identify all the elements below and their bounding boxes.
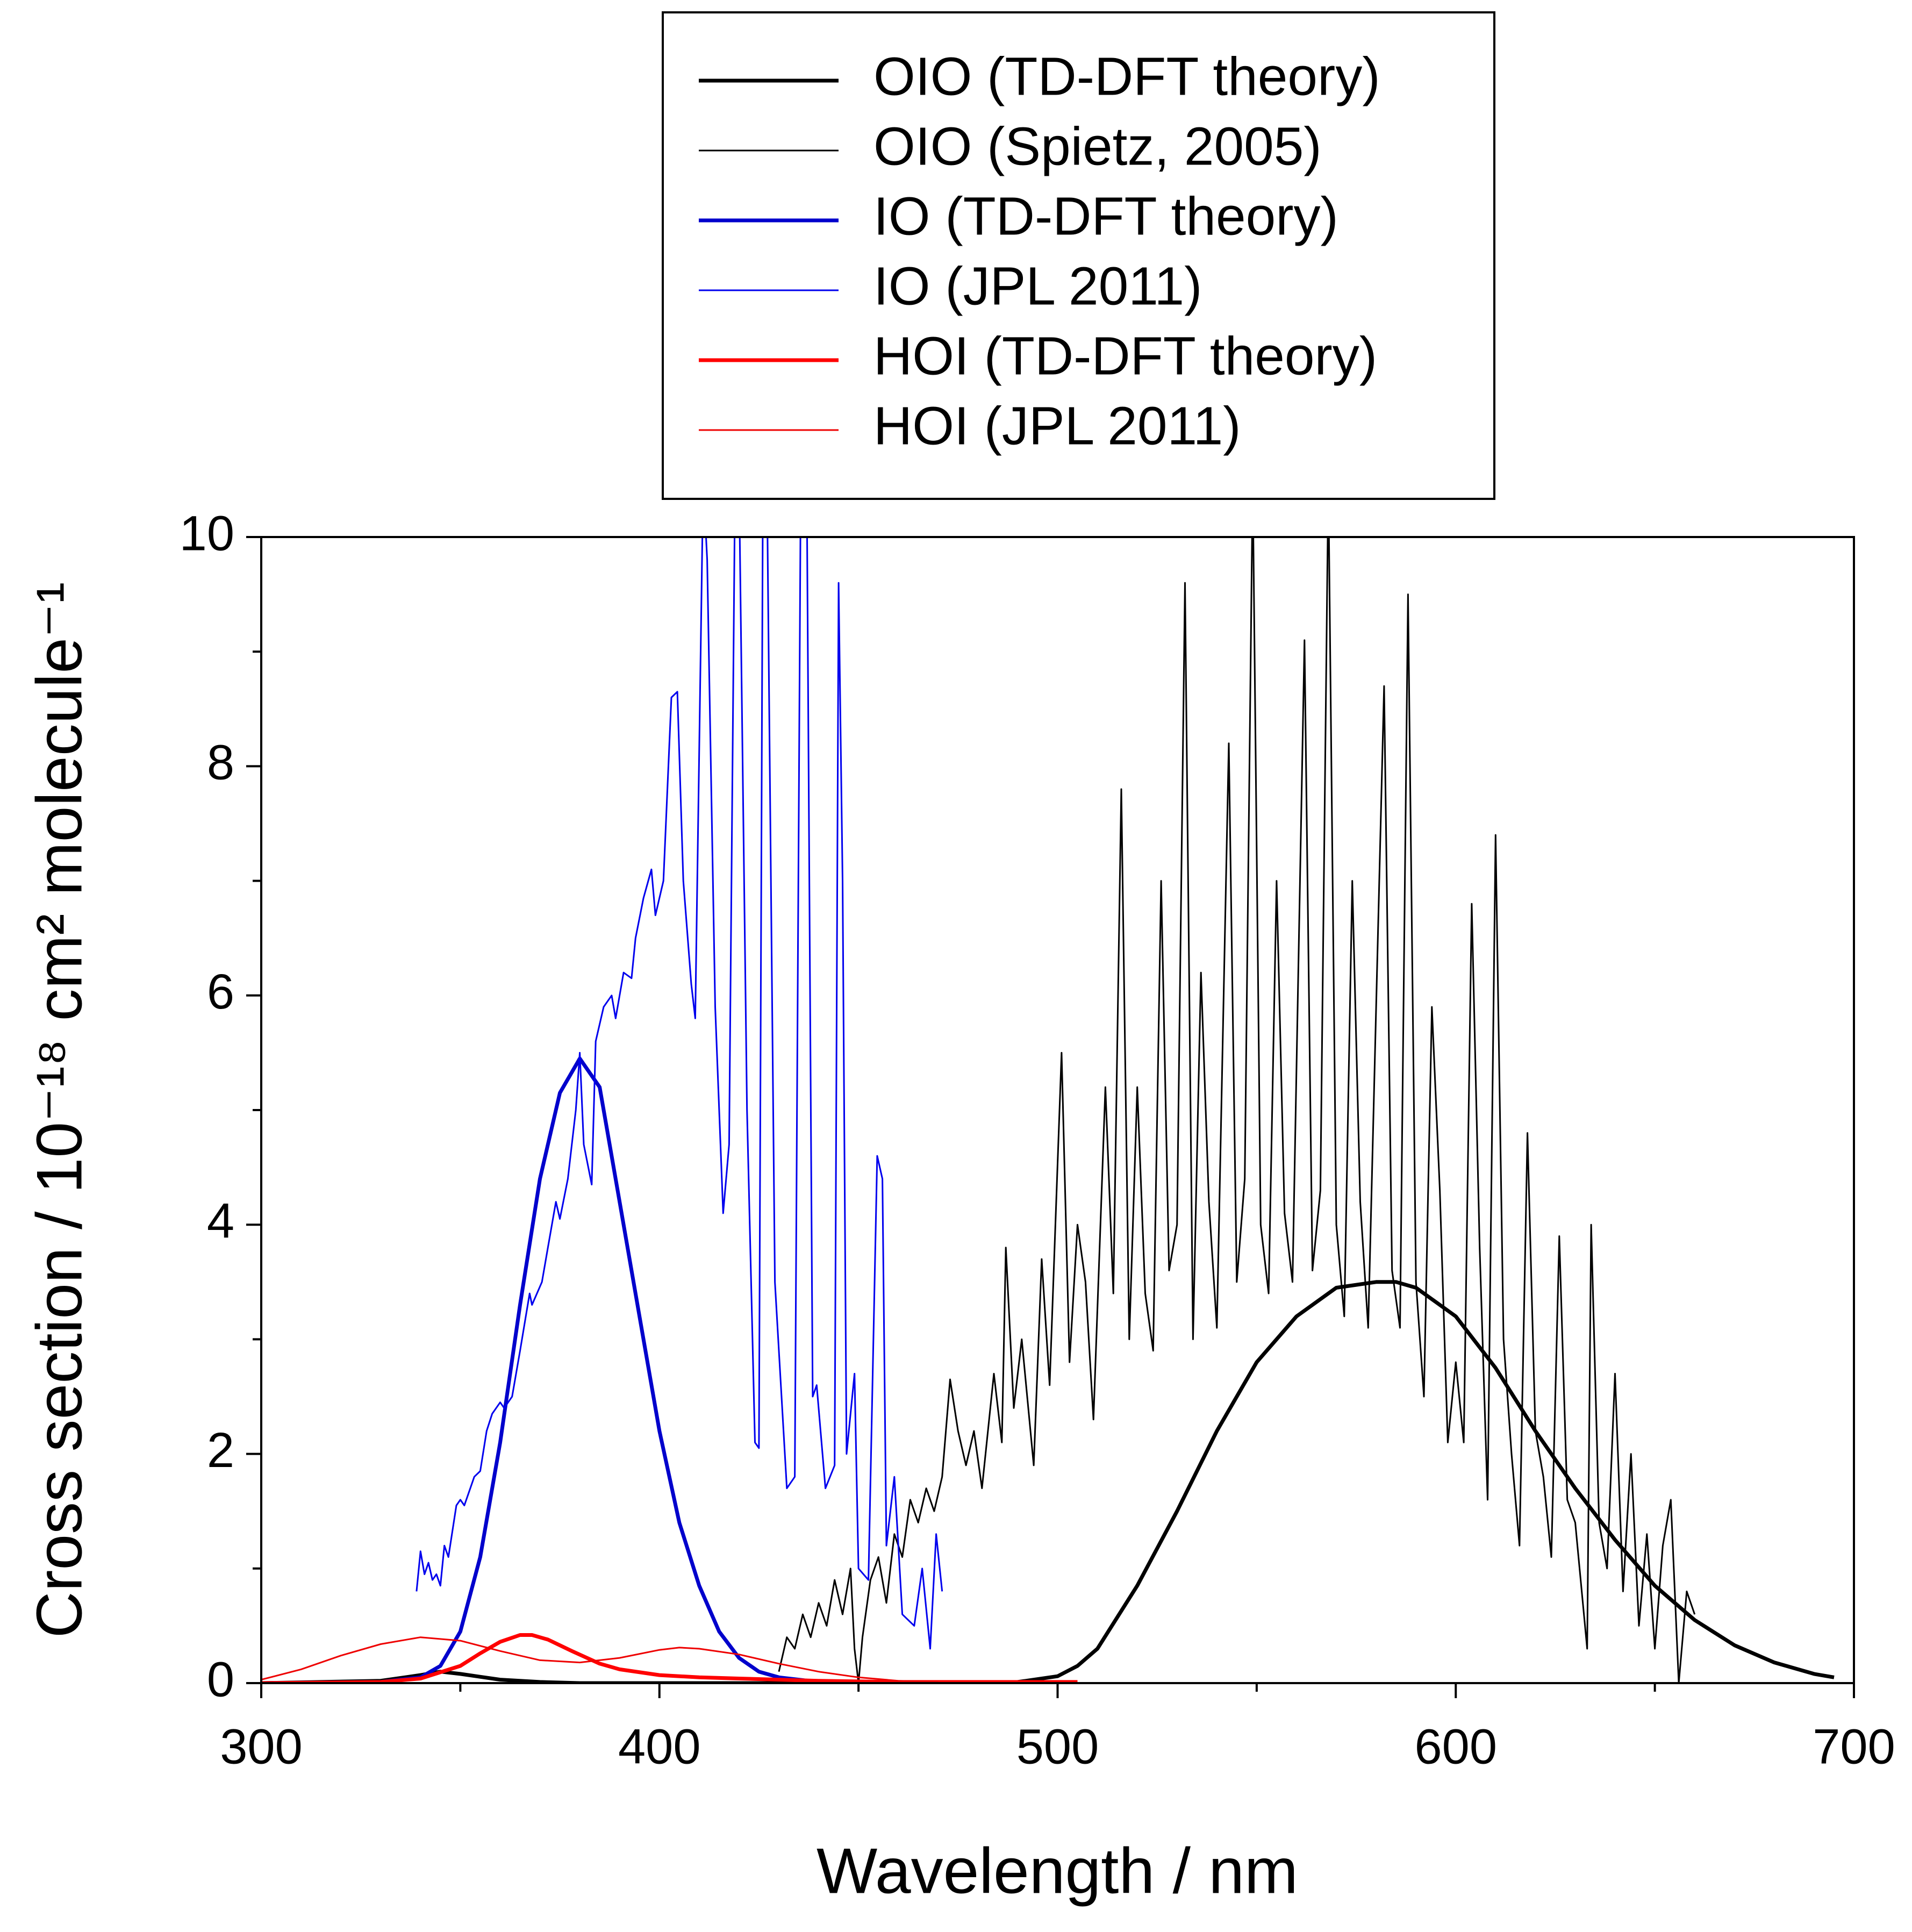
series-line [416,537,943,1650]
x-tick-label: 500 [1016,1719,1099,1774]
x-tick-label: 400 [618,1719,701,1774]
legend-label: HOI (TD-DFT theory) [873,326,1377,386]
x-tick-label: 600 [1415,1719,1498,1774]
series-line [261,1056,859,1683]
x-tick-label: 700 [1813,1719,1895,1774]
legend-label: OIO (Spietz, 2005) [873,116,1322,176]
series-line [261,1633,1078,1683]
legend-label: IO (TD-DFT theory) [873,186,1338,246]
legend-label: HOI (JPL 2011) [873,396,1241,456]
y-tick-label: 6 [207,964,234,1019]
x-tick-label: 300 [220,1719,303,1774]
series-line [261,1636,939,1683]
y-tick-label: 4 [207,1193,234,1248]
legend-label: OIO (TD-DFT theory) [873,46,1380,106]
legend-label: IO (JPL 2011) [873,256,1202,316]
series-line [778,537,1696,1683]
plot-frame [260,536,1855,1684]
series-line [261,1280,1835,1683]
plot-area [261,537,1835,1683]
y-tick-label: 10 [180,506,234,561]
y-axis-title: Cross section / 10⁻¹⁸ cm² molecule⁻¹ [24,582,96,1638]
y-tick-label: 2 [207,1423,234,1478]
x-axis-title: Wavelength / nm [817,1835,1298,1907]
legend-box [662,11,1495,500]
y-tick-label: 0 [207,1652,234,1707]
y-tick-label: 8 [207,735,234,790]
